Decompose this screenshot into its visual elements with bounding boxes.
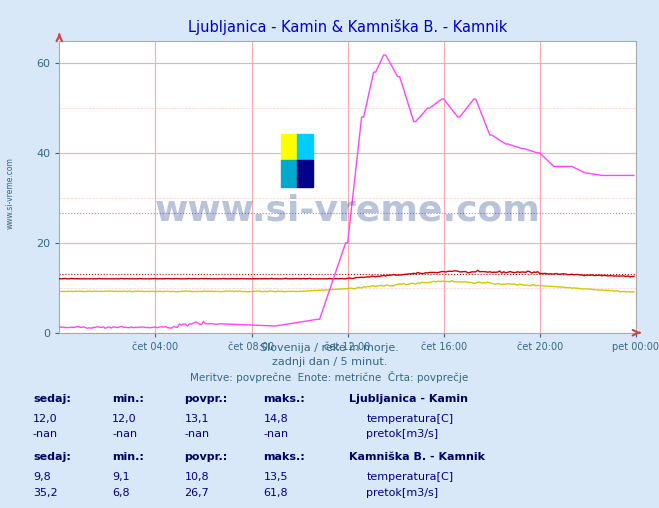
Text: -nan: -nan bbox=[112, 429, 137, 439]
Text: pretok[m3/s]: pretok[m3/s] bbox=[366, 488, 438, 498]
Text: -nan: -nan bbox=[185, 429, 210, 439]
Text: temperatura[C]: temperatura[C] bbox=[366, 472, 453, 483]
Text: 61,8: 61,8 bbox=[264, 488, 288, 498]
Text: sedaj:: sedaj: bbox=[33, 452, 71, 462]
Text: maks.:: maks.: bbox=[264, 394, 305, 404]
Text: www.si-vreme.com: www.si-vreme.com bbox=[5, 157, 14, 229]
Title: Ljubljanica - Kamin & Kamniška B. - Kamnik: Ljubljanica - Kamin & Kamniška B. - Kamn… bbox=[188, 19, 507, 36]
Text: Slovenija / reke in morje.: Slovenija / reke in morje. bbox=[260, 343, 399, 353]
Text: maks.:: maks.: bbox=[264, 452, 305, 462]
Text: 35,2: 35,2 bbox=[33, 488, 57, 498]
Text: 26,7: 26,7 bbox=[185, 488, 210, 498]
Text: min.:: min.: bbox=[112, 452, 144, 462]
Text: 12,0: 12,0 bbox=[33, 414, 57, 424]
Text: min.:: min.: bbox=[112, 394, 144, 404]
Text: 10,8: 10,8 bbox=[185, 472, 209, 483]
Text: pretok[m3/s]: pretok[m3/s] bbox=[366, 429, 438, 439]
Text: zadnji dan / 5 minut.: zadnji dan / 5 minut. bbox=[272, 357, 387, 367]
Text: Kamniška B. - Kamnik: Kamniška B. - Kamnik bbox=[349, 452, 485, 462]
Text: 9,1: 9,1 bbox=[112, 472, 130, 483]
Text: povpr.:: povpr.: bbox=[185, 394, 228, 404]
Text: Ljubljanica - Kamin: Ljubljanica - Kamin bbox=[349, 394, 469, 404]
Text: 9,8: 9,8 bbox=[33, 472, 51, 483]
Text: 6,8: 6,8 bbox=[112, 488, 130, 498]
Bar bbox=[281, 161, 297, 187]
Bar bbox=[297, 161, 313, 187]
Text: 12,0: 12,0 bbox=[112, 414, 136, 424]
Bar bbox=[297, 134, 313, 161]
Text: 13,5: 13,5 bbox=[264, 472, 288, 483]
Text: -nan: -nan bbox=[264, 429, 289, 439]
Text: temperatura[C]: temperatura[C] bbox=[366, 414, 453, 424]
Text: 13,1: 13,1 bbox=[185, 414, 209, 424]
Text: 14,8: 14,8 bbox=[264, 414, 289, 424]
Text: sedaj:: sedaj: bbox=[33, 394, 71, 404]
Text: Meritve: povprečne  Enote: metrične  Črta: povprečje: Meritve: povprečne Enote: metrične Črta:… bbox=[190, 371, 469, 384]
Bar bbox=[281, 134, 297, 161]
Text: www.si-vreme.com: www.si-vreme.com bbox=[155, 193, 540, 227]
Text: povpr.:: povpr.: bbox=[185, 452, 228, 462]
Text: -nan: -nan bbox=[33, 429, 58, 439]
